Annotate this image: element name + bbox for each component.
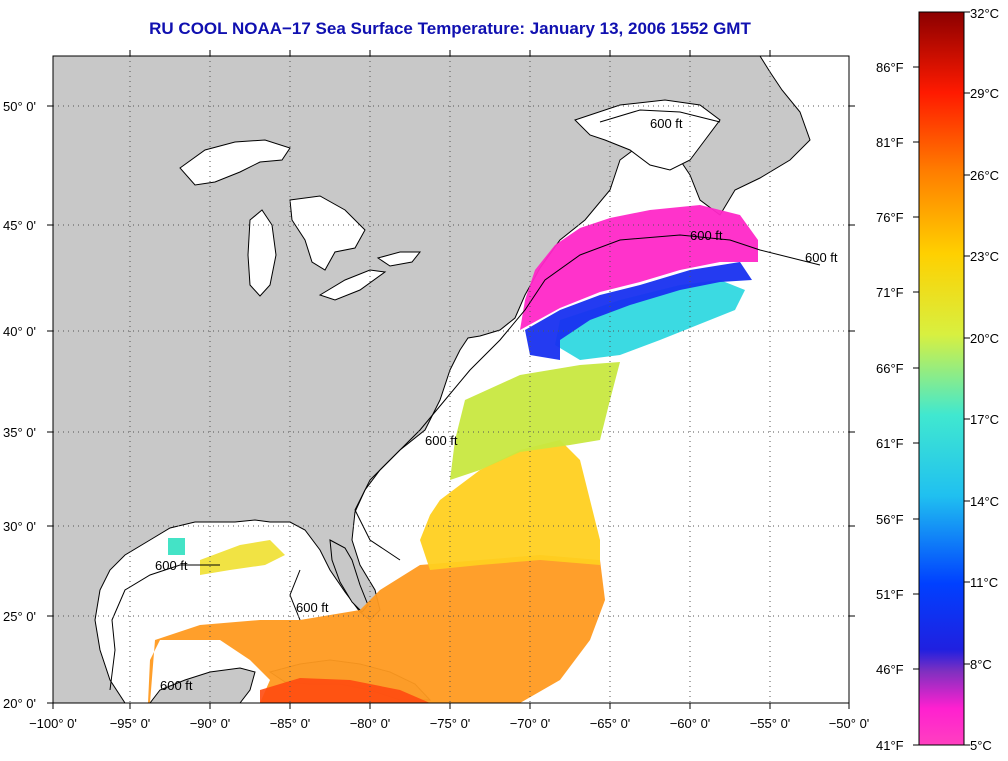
colorbar-celsius-label: 8°C <box>970 657 992 672</box>
colorbar-celsius-label: 23°C <box>970 249 999 264</box>
colorbar-celsius-label: 17°C <box>970 412 999 427</box>
sst-gulf-yellow <box>200 540 285 575</box>
colorbar-celsius-label: 14°C <box>970 494 999 509</box>
lon-tick-label: −70° 0' <box>510 716 551 731</box>
isobath-label: 600 ft <box>805 250 838 265</box>
sst-yellow-band <box>420 440 600 570</box>
colorbar-fahrenheit-label: 61°F <box>876 436 904 451</box>
lat-tick-label: 25° 0' <box>3 609 36 624</box>
colorbar-celsius-label: 5°C <box>970 738 992 753</box>
lon-tick-label: −80° 0' <box>350 716 391 731</box>
colorbar-fahrenheit-label: 46°F <box>876 662 904 677</box>
sst-yellowgreen <box>450 362 620 480</box>
colorbar-celsius-label: 32°C <box>970 6 999 21</box>
colorbar: 32°C 29°C 26°C 23°C 20°C 17°C 14°C 11°C … <box>876 6 999 753</box>
sst-hot-red <box>260 678 430 703</box>
lat-tick-label: 35° 0' <box>3 425 36 440</box>
colorbar-celsius-label: 20°C <box>970 331 999 346</box>
lon-tick-label: −95° 0' <box>110 716 151 731</box>
lon-tick-label: −50° 0' <box>829 716 870 731</box>
isobath-label: 600 ft <box>160 678 193 693</box>
colorbar-gradient <box>918 11 965 746</box>
map-frame <box>52 55 850 704</box>
lake-ontario <box>376 251 422 267</box>
colorbar-fahrenheit-label: 51°F <box>876 587 904 602</box>
sst-warm-orange <box>148 555 605 703</box>
lon-tick-label: −65° 0' <box>590 716 631 731</box>
lon-tick-label: −55° 0' <box>750 716 791 731</box>
lon-tick-label: −75° 0' <box>430 716 471 731</box>
lake-erie <box>318 269 387 301</box>
axis-ticks <box>47 50 855 709</box>
land-yucatan <box>149 667 256 703</box>
isobath-label: 600 ft <box>425 433 458 448</box>
colorbar-celsius-label: 26°C <box>970 168 999 183</box>
map-title: RU COOL NOAA−17 Sea Surface Temperature:… <box>149 19 751 38</box>
isobath-label: 600 ft <box>155 558 188 573</box>
colorbar-fahrenheit-label: 81°F <box>876 135 904 150</box>
colorbar-celsius-label: 11°C <box>970 575 998 590</box>
isobath-600ft <box>109 109 821 691</box>
lon-tick-label: −90° 0' <box>190 716 231 731</box>
lat-tick-label: 40° 0' <box>3 324 36 339</box>
lat-tick-label: 30° 0' <box>3 519 36 534</box>
isobath-label: 600 ft <box>650 116 683 131</box>
colorbar-celsius-label: 29°C <box>970 86 999 101</box>
lake-huron <box>289 195 366 271</box>
lat-tick-label: 20° 0' <box>3 696 36 711</box>
lake-superior <box>179 139 291 186</box>
sst-cold-magenta <box>520 205 758 330</box>
isobath-label: 600 ft <box>296 600 329 615</box>
colorbar-fahrenheit-label: 56°F <box>876 512 904 527</box>
lon-tick-label: −100° 0' <box>29 716 77 731</box>
sst-blue <box>525 262 752 360</box>
sst-cyan <box>555 280 745 360</box>
lon-tick-label: −85° 0' <box>270 716 311 731</box>
colorbar-fahrenheit-label: 66°F <box>876 361 904 376</box>
colorbar-fahrenheit-label: 41°F <box>876 738 904 753</box>
gulf-st-lawrence <box>574 99 721 171</box>
lon-tick-label: −60° 0' <box>670 716 711 731</box>
colorbar-fahrenheit-label: 76°F <box>876 210 904 225</box>
lat-tick-label: 50° 0' <box>3 99 36 114</box>
lat-tick-label: 45° 0' <box>3 218 36 233</box>
colorbar-fahrenheit-label: 86°F <box>876 60 904 75</box>
isobath-label: 600 ft <box>690 228 723 243</box>
sst-gulf-cyan <box>168 538 185 555</box>
lake-michigan <box>247 209 277 297</box>
colorbar-fahrenheit-label: 71°F <box>876 285 904 300</box>
